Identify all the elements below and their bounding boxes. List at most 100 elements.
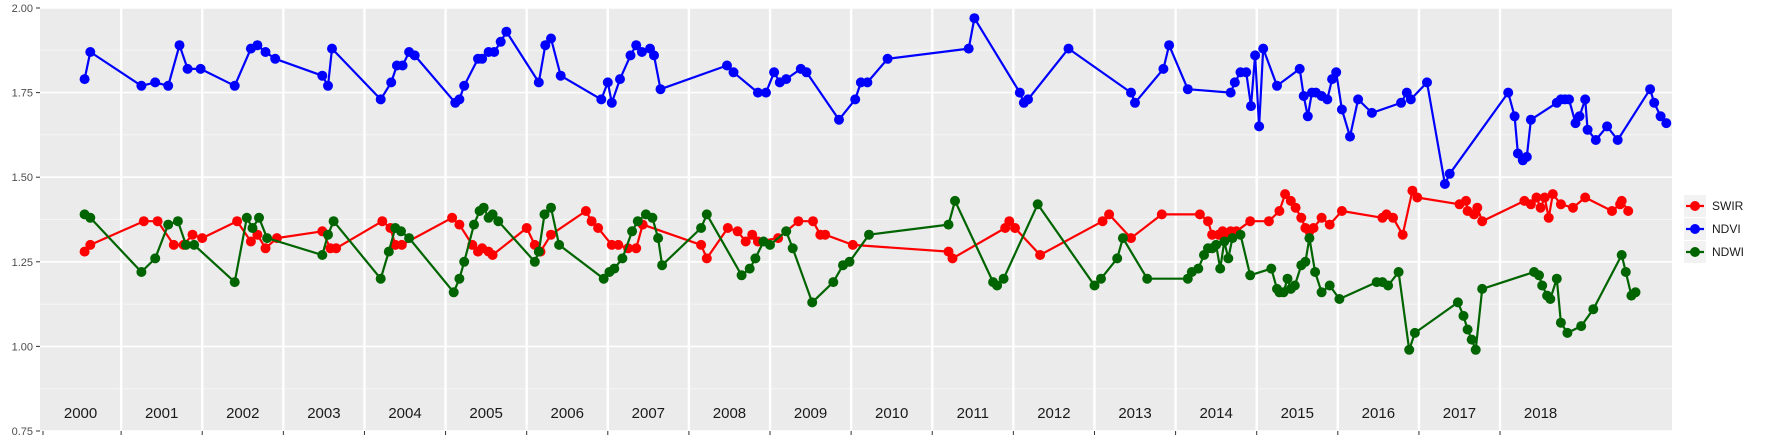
ndvi-point	[606, 97, 617, 108]
ndwi-point	[701, 209, 712, 220]
swir-point	[1280, 189, 1291, 200]
swir-point	[168, 239, 179, 250]
ndwi-point	[1534, 270, 1544, 281]
swir-point	[1535, 202, 1546, 213]
ndvi-point	[459, 80, 470, 91]
y-tick-label: 1.50	[12, 172, 33, 184]
ndvi-point	[454, 94, 465, 105]
swir-point	[696, 239, 707, 250]
ndvi-point	[85, 47, 96, 57]
ndwi-point	[765, 239, 775, 250]
ndvi-point	[1353, 94, 1364, 105]
ndwi-point	[632, 216, 643, 227]
ndwi-point	[598, 273, 609, 284]
ndvi-point	[1298, 91, 1309, 101]
swir-point	[847, 239, 858, 250]
ndvi-point	[229, 80, 240, 91]
swir-point	[1263, 216, 1274, 227]
swir-point	[1290, 202, 1301, 213]
swir-point	[1539, 192, 1550, 203]
ndvi-point	[636, 47, 647, 57]
y-tick-label: 1.00	[12, 341, 33, 353]
year-label: 2007	[632, 405, 665, 422]
year-label: 2015	[1281, 405, 1314, 422]
swir-point	[152, 216, 163, 227]
ndwi-point	[404, 233, 415, 244]
ndwi-point	[375, 273, 386, 284]
ndwi-point	[744, 263, 755, 274]
swir-point	[1097, 216, 1108, 227]
year-label: 2011	[957, 405, 989, 422]
ndvi-point	[631, 40, 642, 51]
swir-point	[454, 219, 465, 230]
swir-point	[260, 243, 271, 254]
legend-key-point	[1690, 201, 1700, 211]
ndvi-point	[495, 36, 506, 47]
ndwi-point	[1282, 273, 1293, 284]
year-label: 2000	[64, 405, 97, 422]
ndwi-point	[1393, 267, 1404, 277]
swir-point	[1543, 212, 1554, 223]
ndwi-point	[807, 297, 818, 308]
ndvi-point	[1258, 43, 1269, 54]
ndvi-point	[649, 50, 659, 61]
ndwi-point	[1096, 273, 1106, 284]
swir-point	[947, 253, 958, 264]
swir-point	[1156, 209, 1167, 220]
ndvi-point	[1521, 151, 1532, 162]
ndvi-point	[540, 40, 551, 51]
ndwi-point	[864, 229, 874, 240]
ndwi-point	[448, 287, 459, 298]
ndvi-point	[596, 94, 607, 105]
ndvi-point	[722, 60, 732, 71]
ndvi-point	[1302, 111, 1313, 122]
ndvi-point	[1164, 40, 1175, 51]
ndwi-point	[1551, 273, 1562, 284]
swir-point	[613, 239, 624, 250]
ndvi-point	[555, 70, 566, 81]
swir-point	[1388, 212, 1398, 223]
ndwi-point	[781, 226, 792, 237]
series-ndwi	[79, 195, 1641, 355]
ndvi-point	[1130, 97, 1140, 108]
ndvi-point	[1590, 135, 1601, 145]
ndvi-point	[1225, 87, 1236, 98]
ndwi-point	[459, 256, 470, 267]
ndvi-point	[375, 94, 386, 105]
series-ndvi	[79, 13, 1672, 189]
swir-point	[1412, 192, 1423, 203]
year-label: 2004	[388, 405, 421, 422]
ndvi-point	[1246, 101, 1256, 112]
ndwi-point	[1562, 327, 1573, 338]
swir-point	[793, 216, 804, 227]
year-label: 2002	[226, 405, 259, 422]
ndwi-point	[487, 209, 498, 220]
legend: SWIR NDVI NDWI	[1684, 195, 1744, 263]
swir-point	[1104, 209, 1115, 220]
swir-point	[447, 212, 458, 223]
ndvi-point	[969, 13, 980, 24]
ndwi-point	[254, 212, 264, 223]
ndwi-point	[1219, 236, 1230, 247]
year-label: 2008	[713, 405, 746, 422]
ndwi-point	[1215, 263, 1226, 274]
year-label: 2013	[1118, 405, 1151, 422]
ndvi-point	[1525, 114, 1536, 125]
ndwi-point	[828, 277, 839, 288]
ndwi-point	[1537, 280, 1548, 291]
swir-point	[1035, 250, 1046, 260]
year-boundary-lines	[119, 8, 1502, 431]
ndvi-point	[1229, 77, 1240, 88]
ndwi-point	[189, 239, 200, 250]
ndwi-point	[478, 202, 489, 213]
ndwi-point	[396, 226, 406, 237]
swir-point	[631, 243, 642, 254]
ndvi-point	[501, 26, 512, 37]
ndwi-point	[1555, 317, 1566, 328]
ndvi-point	[1645, 84, 1656, 95]
swir-point	[808, 216, 818, 227]
swir-point	[1580, 192, 1591, 203]
swir-point	[245, 236, 256, 247]
ndwi-point	[1409, 327, 1420, 338]
ndwi-point	[1588, 304, 1599, 315]
